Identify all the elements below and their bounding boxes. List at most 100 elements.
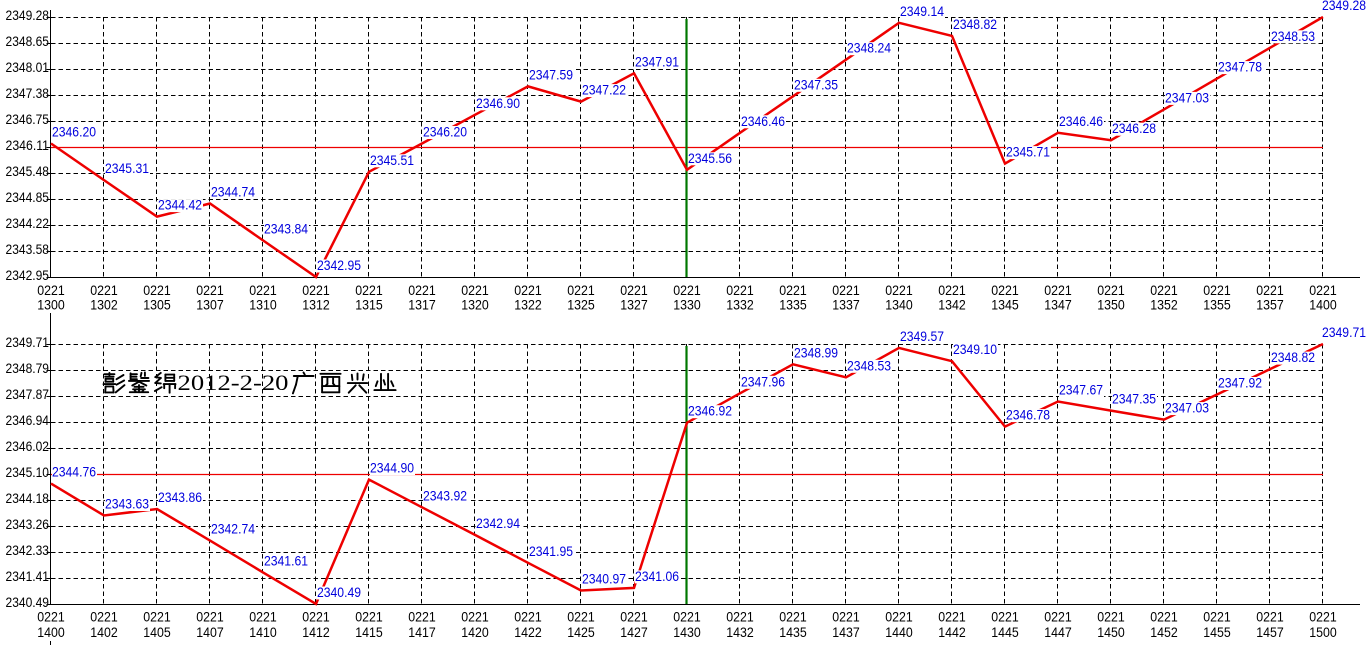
svg-text:2346.02: 2346.02 bbox=[6, 438, 50, 454]
svg-text:1357: 1357 bbox=[1256, 297, 1284, 313]
svg-text:2340.49: 2340.49 bbox=[6, 594, 50, 610]
svg-text:1347: 1347 bbox=[1044, 297, 1072, 313]
svg-text:2347.67: 2347.67 bbox=[1059, 382, 1103, 398]
svg-text:2344.74: 2344.74 bbox=[211, 184, 255, 200]
svg-text:1417: 1417 bbox=[408, 624, 436, 640]
svg-text:1302: 1302 bbox=[90, 297, 118, 313]
svg-text:2348.65: 2348.65 bbox=[6, 33, 50, 49]
svg-text:0221: 0221 bbox=[514, 609, 542, 625]
svg-text:1410: 1410 bbox=[249, 624, 277, 640]
svg-text:2343.86: 2343.86 bbox=[158, 489, 202, 505]
svg-text:2348.01: 2348.01 bbox=[6, 59, 50, 75]
svg-text:2349.28: 2349.28 bbox=[6, 7, 50, 23]
svg-text:1412: 1412 bbox=[302, 624, 330, 640]
svg-text:2347.59: 2347.59 bbox=[529, 66, 573, 82]
svg-text:1317: 1317 bbox=[408, 297, 436, 313]
svg-text:2342.95: 2342.95 bbox=[317, 257, 361, 273]
svg-text:1335: 1335 bbox=[779, 297, 807, 313]
svg-text:2344.76: 2344.76 bbox=[52, 464, 96, 480]
svg-text:2345.10: 2345.10 bbox=[6, 464, 50, 480]
svg-text:2347.87: 2347.87 bbox=[6, 386, 50, 402]
svg-text:1400: 1400 bbox=[1309, 297, 1337, 313]
svg-text:0221: 0221 bbox=[249, 282, 277, 298]
svg-text:0221: 0221 bbox=[779, 282, 807, 298]
svg-text:1405: 1405 bbox=[143, 624, 171, 640]
svg-text:0221: 0221 bbox=[1203, 609, 1231, 625]
svg-text:2347.92: 2347.92 bbox=[1218, 375, 1262, 391]
svg-text:1432: 1432 bbox=[726, 624, 754, 640]
svg-text:1440: 1440 bbox=[885, 624, 913, 640]
svg-text:2342.74: 2342.74 bbox=[211, 521, 255, 537]
svg-text:1415: 1415 bbox=[355, 624, 383, 640]
svg-text:1325: 1325 bbox=[567, 297, 595, 313]
svg-text:2349.28: 2349.28 bbox=[1322, 0, 1366, 13]
svg-text:0221: 0221 bbox=[1309, 609, 1337, 625]
svg-text:0221: 0221 bbox=[1256, 609, 1284, 625]
svg-text:2349.10: 2349.10 bbox=[953, 341, 997, 357]
svg-text:0221: 0221 bbox=[567, 282, 595, 298]
svg-text:2345.56: 2345.56 bbox=[688, 150, 732, 166]
svg-text:0221: 0221 bbox=[196, 609, 224, 625]
svg-text:2346.75: 2346.75 bbox=[6, 111, 50, 127]
svg-text:1315: 1315 bbox=[355, 297, 383, 313]
svg-text:1450: 1450 bbox=[1097, 624, 1125, 640]
svg-text:1500: 1500 bbox=[1309, 624, 1337, 640]
svg-text:1332: 1332 bbox=[726, 297, 754, 313]
svg-text:1337: 1337 bbox=[832, 297, 860, 313]
svg-text:0221: 0221 bbox=[1097, 282, 1125, 298]
svg-text:2346.78: 2346.78 bbox=[1006, 407, 1050, 423]
svg-text:2348.82: 2348.82 bbox=[1271, 349, 1315, 365]
svg-text:2346.20: 2346.20 bbox=[52, 124, 96, 140]
svg-text:0221: 0221 bbox=[90, 282, 118, 298]
svg-text:2346.46: 2346.46 bbox=[741, 113, 785, 129]
svg-text:0221: 0221 bbox=[779, 609, 807, 625]
svg-text:2348.82: 2348.82 bbox=[953, 16, 997, 32]
svg-text:2342.94: 2342.94 bbox=[476, 515, 520, 531]
svg-text:2340.97: 2340.97 bbox=[582, 571, 626, 587]
svg-text:2345.31: 2345.31 bbox=[105, 160, 149, 176]
svg-text:1305: 1305 bbox=[143, 297, 171, 313]
svg-text:0221: 0221 bbox=[408, 609, 436, 625]
svg-text:2342.33: 2342.33 bbox=[6, 542, 50, 558]
svg-text:1402: 1402 bbox=[90, 624, 118, 640]
svg-text:2341.41: 2341.41 bbox=[6, 568, 50, 584]
svg-text:0221: 0221 bbox=[1150, 282, 1178, 298]
svg-text:1420: 1420 bbox=[461, 624, 489, 640]
svg-text:2345.48: 2345.48 bbox=[6, 163, 50, 179]
svg-text:1425: 1425 bbox=[567, 624, 595, 640]
svg-text:1327: 1327 bbox=[620, 297, 648, 313]
svg-text:2341.61: 2341.61 bbox=[264, 552, 308, 568]
svg-text:0221: 0221 bbox=[832, 609, 860, 625]
svg-text:1457: 1457 bbox=[1256, 624, 1284, 640]
svg-text:0221: 0221 bbox=[37, 609, 65, 625]
svg-text:1340: 1340 bbox=[885, 297, 913, 313]
svg-text:2345.51: 2345.51 bbox=[370, 152, 414, 168]
svg-text:2343.84: 2343.84 bbox=[264, 220, 308, 236]
svg-text:0221: 0221 bbox=[355, 282, 383, 298]
svg-text:2341.06: 2341.06 bbox=[635, 568, 679, 584]
svg-text:2342.95: 2342.95 bbox=[6, 267, 50, 283]
svg-text:2346.28: 2346.28 bbox=[1112, 120, 1156, 136]
svg-text:1422: 1422 bbox=[514, 624, 542, 640]
svg-text:0221: 0221 bbox=[37, 282, 65, 298]
svg-text:0221: 0221 bbox=[1203, 282, 1231, 298]
svg-text:0221: 0221 bbox=[249, 609, 277, 625]
svg-text:2344.22: 2344.22 bbox=[6, 215, 50, 231]
svg-text:0221: 0221 bbox=[620, 609, 648, 625]
svg-text:1322: 1322 bbox=[514, 297, 542, 313]
svg-text:2343.92: 2343.92 bbox=[423, 487, 467, 503]
svg-text:2347.91: 2347.91 bbox=[635, 53, 679, 69]
svg-text:2340.49: 2340.49 bbox=[317, 584, 361, 600]
svg-text:0221: 0221 bbox=[196, 282, 224, 298]
svg-text:2344.85: 2344.85 bbox=[6, 189, 50, 205]
svg-text:0221: 0221 bbox=[143, 609, 171, 625]
svg-text:0221: 0221 bbox=[302, 609, 330, 625]
svg-text:0221: 0221 bbox=[1097, 609, 1125, 625]
svg-text:1427: 1427 bbox=[620, 624, 648, 640]
svg-text:1312: 1312 bbox=[302, 297, 330, 313]
svg-text:1350: 1350 bbox=[1097, 297, 1125, 313]
svg-text:0221: 0221 bbox=[938, 282, 966, 298]
svg-text:1320: 1320 bbox=[461, 297, 489, 313]
svg-text:0221: 0221 bbox=[1044, 609, 1072, 625]
svg-text:0221: 0221 bbox=[90, 609, 118, 625]
